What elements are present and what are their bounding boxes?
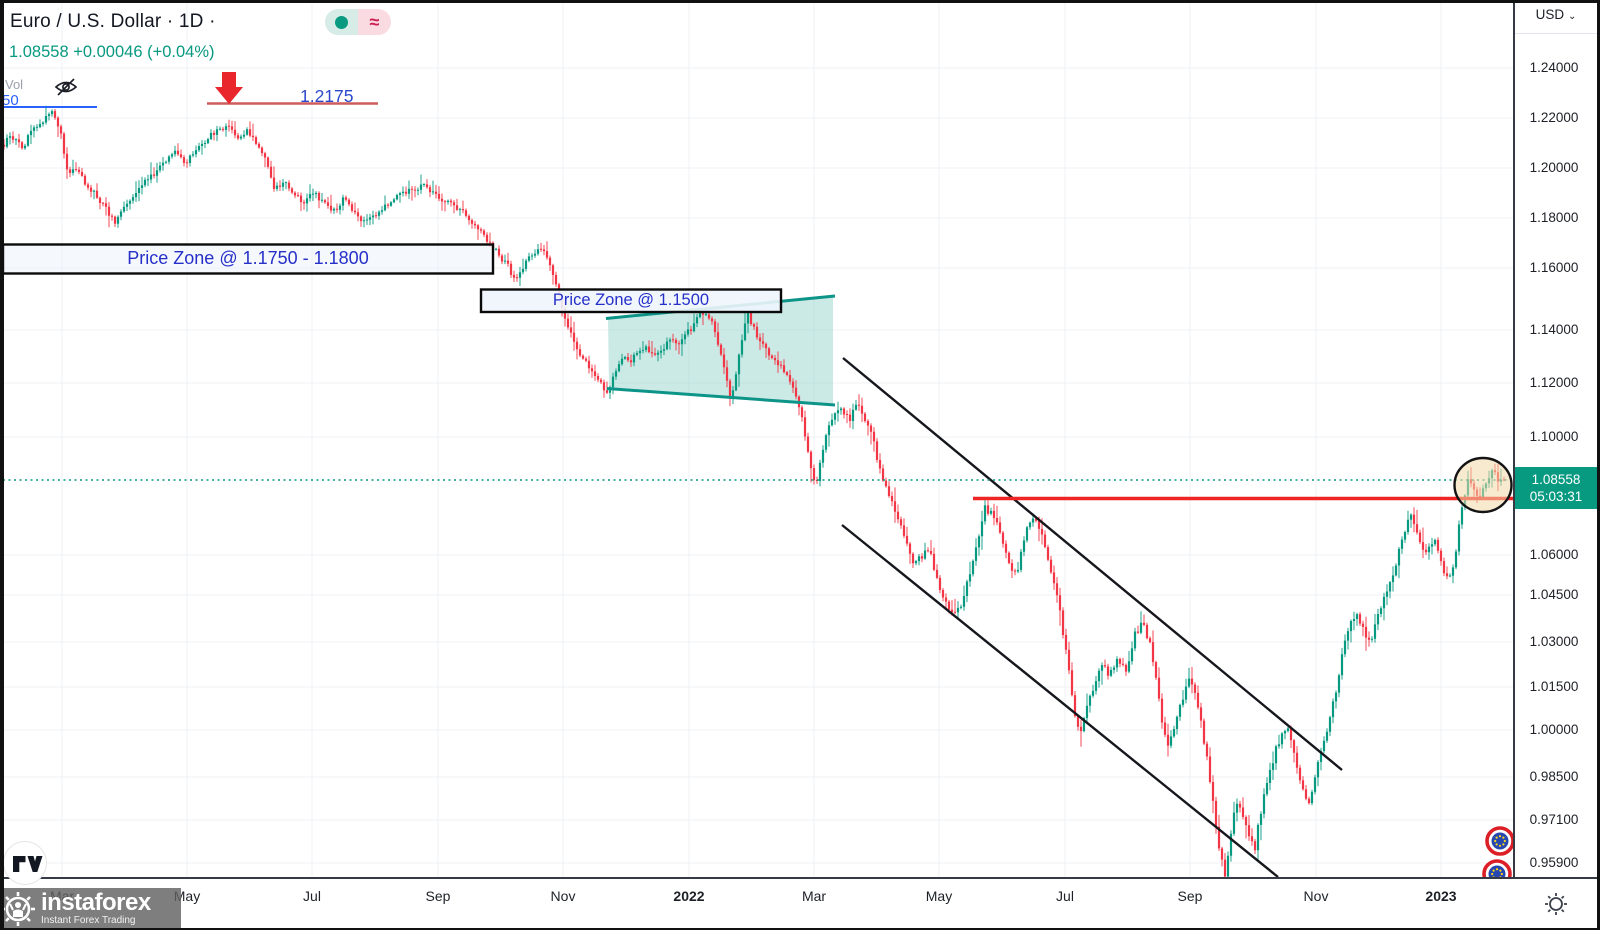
price-axis-label: 1.18000 <box>1529 210 1579 225</box>
price-axis-label: 1.22000 <box>1529 110 1579 125</box>
axis-separator-vertical <box>1513 0 1515 878</box>
eu-flag-star <box>1494 839 1497 843</box>
time-axis-label: 2022 <box>673 888 705 904</box>
price-zone-1-label[interactable]: Price Zone @ 1.1750 - 1.1800 <box>127 248 369 268</box>
time-axis-label: Nov <box>550 888 576 904</box>
time-axis-label: Nov <box>1303 888 1329 904</box>
price-axis-label: 1.03000 <box>1529 634 1579 649</box>
eu-flag-star <box>1498 835 1502 838</box>
price-axis-label: 0.98500 <box>1529 769 1579 784</box>
frame-bottom <box>0 928 1600 930</box>
last-price-value: 1.08558 <box>1531 472 1581 487</box>
price-axis-label: 1.14000 <box>1529 322 1579 337</box>
frame-top <box>0 0 1600 3</box>
price-axis-label: 1.20000 <box>1529 160 1579 175</box>
time-axis-label: Sep <box>1177 888 1203 904</box>
channel-lower-line[interactable] <box>841 524 1279 878</box>
dot-toggle-button[interactable] <box>325 9 358 35</box>
frame-right <box>1597 0 1600 930</box>
down-arrow-icon[interactable] <box>215 72 243 104</box>
down-candle-wicks <box>3 109 1505 883</box>
eu-flag-star <box>1495 843 1498 846</box>
up-candle-bodies <box>5 111 1503 877</box>
time-axis-label: 2023 <box>1425 888 1457 904</box>
time-axis-label: Sep <box>425 888 451 904</box>
eu-flag-star <box>1503 839 1506 843</box>
eye-slash-icon[interactable] <box>52 73 80 101</box>
bar-countdown: 05:03:31 <box>1529 489 1583 504</box>
price-zone-2-label[interactable]: Price Zone @ 1.1500 <box>552 291 710 309</box>
eu-flag-star <box>1502 836 1505 839</box>
wedge-lower-line[interactable] <box>606 387 836 407</box>
eu-flag-star <box>1499 869 1502 872</box>
watermark-tagline: Instant Forex Trading <box>41 915 136 926</box>
eu-flag-star <box>1491 872 1494 876</box>
eu-flag-star <box>1492 869 1495 872</box>
price-axis-label: 1.10000 <box>1529 429 1579 444</box>
eu-flag-star <box>1500 872 1503 876</box>
watermark-brand: instaforex <box>41 889 151 916</box>
gear-person-icon <box>1 892 35 926</box>
time-axis-label: Mar <box>801 888 827 904</box>
approx-toggle-button[interactable]: ≈ <box>358 9 391 35</box>
time-axis-label: Jul <box>303 888 321 904</box>
up-candle-wicks <box>6 105 1502 880</box>
time-axis-label: Jul <box>1056 888 1074 904</box>
time-axis-label: May <box>925 888 953 904</box>
approx-icon: ≈ <box>369 11 380 32</box>
price-axis-label: 1.01500 <box>1529 679 1579 694</box>
eu-flag-star <box>1502 843 1505 846</box>
currency-code: USD <box>1535 7 1565 22</box>
price-axis[interactable] <box>1515 0 1597 877</box>
eu-flag-disc <box>1491 832 1509 850</box>
price-axis-label: 0.95900 <box>1529 855 1579 870</box>
gear-icon[interactable] <box>1541 889 1571 919</box>
eu-flag-star <box>1498 844 1502 847</box>
price-axis-label: 1.24000 <box>1529 60 1579 75</box>
volume-indicator-label: Vol <box>5 77 24 92</box>
price-axis-label: 1.04500 <box>1529 587 1579 602</box>
eu-flag-star <box>1495 836 1498 839</box>
channel-upper-line[interactable] <box>842 357 1343 771</box>
price-axis-label: 1.16000 <box>1529 260 1579 275</box>
time-axis[interactable] <box>0 878 1597 928</box>
price-axis-label: 1.12000 <box>1529 375 1579 390</box>
price-axis-label: 0.97100 <box>1529 812 1579 827</box>
symbol-title[interactable]: Euro / U.S. Dollar · 1D · <box>10 11 216 32</box>
price-zone-2-box[interactable] <box>479 288 783 314</box>
broker-watermark: instaforex Instant Forex Trading <box>0 888 181 930</box>
price-axis-label: 1.00000 <box>1529 722 1579 737</box>
dot-icon <box>335 15 348 29</box>
last-price-tag: 1.08558 05:03:31 <box>1515 467 1597 509</box>
high-level-price-label[interactable]: 1.2175 <box>300 86 354 106</box>
price-change-readout: 1.08558 +0.00046 (+0.04%) <box>9 43 215 61</box>
axis-header-divider <box>1515 33 1597 34</box>
ma-period-label: 50 <box>2 92 19 109</box>
eu-flag-star <box>1495 868 1499 871</box>
price-axis-label: 1.06000 <box>1529 547 1579 562</box>
tv-logo-icon[interactable] <box>2 840 48 886</box>
chevron-down-icon: ⌄ <box>1567 11 1577 22</box>
idea-toggle-group: ≈ <box>325 9 391 35</box>
frame-left <box>0 0 4 930</box>
down-candle-bodies <box>2 111 1506 877</box>
axis-separator-horizontal <box>0 877 1597 879</box>
highlight-ellipse[interactable] <box>1453 456 1513 514</box>
currency-dropdown[interactable]: USD ⌄ <box>1515 7 1597 22</box>
